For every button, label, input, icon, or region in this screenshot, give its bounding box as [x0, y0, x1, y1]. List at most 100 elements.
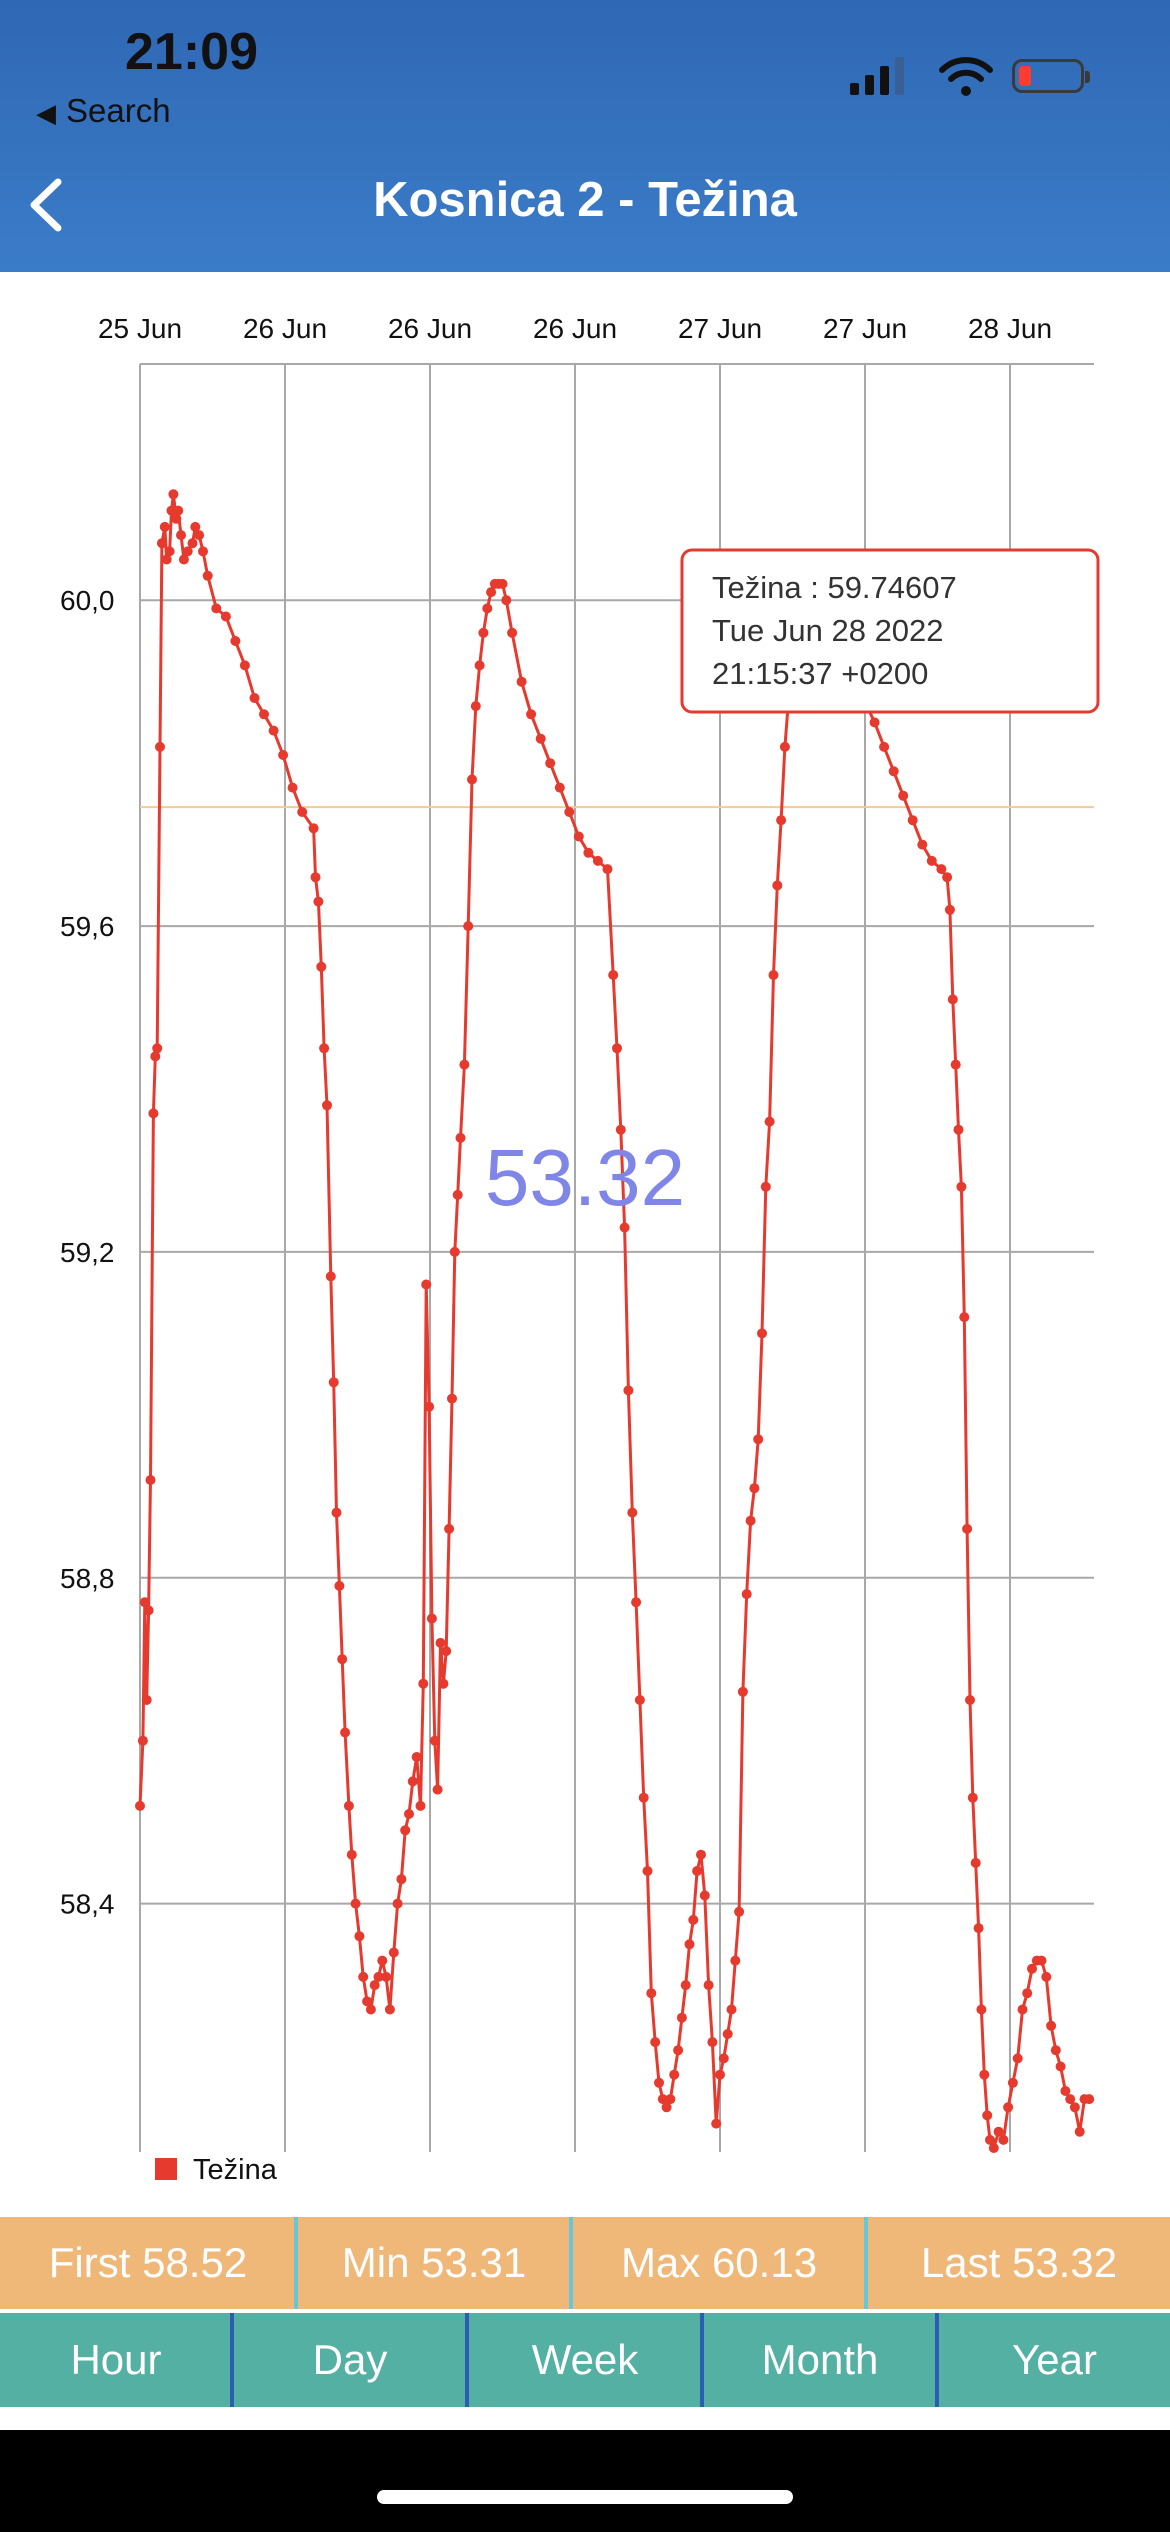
- data-point[interactable]: [942, 872, 953, 883]
- data-point[interactable]: [137, 1735, 148, 1746]
- data-point[interactable]: [631, 1597, 642, 1608]
- tab-month[interactable]: Month: [761, 2336, 879, 2383]
- data-point[interactable]: [1017, 2004, 1028, 2015]
- data-point[interactable]: [1050, 2045, 1061, 2056]
- data-point[interactable]: [669, 2069, 680, 2080]
- data-point[interactable]: [173, 505, 184, 516]
- data-point[interactable]: [452, 1189, 463, 1200]
- data-point[interactable]: [564, 807, 575, 817]
- data-point[interactable]: [343, 1800, 354, 1811]
- data-point[interactable]: [711, 2118, 722, 2129]
- data-point[interactable]: [346, 1849, 357, 1860]
- data-point[interactable]: [1055, 2061, 1066, 2072]
- data-point[interactable]: [421, 1279, 432, 1290]
- data-point[interactable]: [1036, 1955, 1047, 1966]
- data-point[interactable]: [369, 1980, 380, 1991]
- data-point[interactable]: [486, 587, 497, 598]
- data-point[interactable]: [1003, 2102, 1014, 2113]
- data-point[interactable]: [1084, 2094, 1095, 2105]
- data-point[interactable]: [168, 489, 179, 500]
- data-point[interactable]: [993, 2126, 1004, 2137]
- data-point[interactable]: [459, 1059, 470, 1070]
- data-point[interactable]: [418, 1678, 429, 1689]
- data-point[interactable]: [230, 636, 241, 646]
- home-indicator[interactable]: [377, 2490, 793, 2504]
- data-point[interactable]: [979, 2069, 990, 2080]
- data-point[interactable]: [148, 1108, 159, 1119]
- data-point[interactable]: [982, 2110, 993, 2121]
- data-point[interactable]: [362, 1996, 373, 2007]
- data-point[interactable]: [1027, 1963, 1037, 1974]
- data-point[interactable]: [178, 554, 189, 565]
- data-point[interactable]: [507, 627, 518, 638]
- data-point[interactable]: [135, 1800, 145, 1811]
- data-point[interactable]: [482, 603, 493, 614]
- data-point[interactable]: [187, 538, 198, 549]
- data-point[interactable]: [898, 790, 909, 801]
- data-point[interactable]: [354, 1931, 365, 1942]
- data-point[interactable]: [308, 823, 319, 834]
- data-point[interactable]: [404, 1809, 414, 1819]
- data-point[interactable]: [429, 1735, 440, 1746]
- data-point[interactable]: [155, 741, 165, 752]
- data-point[interactable]: [396, 1874, 407, 1885]
- data-point[interactable]: [657, 2094, 668, 2105]
- data-point[interactable]: [381, 1971, 392, 1982]
- data-point[interactable]: [159, 521, 170, 532]
- data-point[interactable]: [676, 2012, 687, 2023]
- data-point[interactable]: [478, 627, 489, 638]
- data-point[interactable]: [684, 1939, 695, 1950]
- data-point[interactable]: [703, 1980, 714, 1991]
- data-point[interactable]: [753, 1434, 764, 1445]
- data-point[interactable]: [141, 1695, 152, 1705]
- data-point[interactable]: [400, 1825, 411, 1836]
- data-point[interactable]: [888, 766, 899, 777]
- data-point[interactable]: [734, 1906, 745, 1917]
- tab-day[interactable]: Day: [312, 2336, 388, 2383]
- weight-line-chart[interactable]: 25 Jun 26 Jun 26 Jun 26 Jun 27 Jun 27 Jun 28 J…: [0, 272, 1170, 2212]
- data-point[interactable]: [608, 970, 619, 980]
- data-point[interactable]: [688, 1914, 699, 1925]
- back-to-app-link[interactable]: ◀ Search: [36, 92, 171, 130]
- data-point[interactable]: [973, 1923, 984, 1934]
- data-point[interactable]: [365, 2004, 376, 2015]
- data-point[interactable]: [449, 1246, 460, 1257]
- data-point[interactable]: [441, 1646, 452, 1657]
- data-point[interactable]: [1012, 2053, 1023, 2064]
- data-point[interactable]: [967, 1792, 978, 1803]
- data-point[interactable]: [998, 2134, 1009, 2145]
- data-point[interactable]: [455, 1132, 466, 1143]
- data-point[interactable]: [535, 733, 546, 744]
- data-point[interactable]: [467, 774, 477, 785]
- data-point[interactable]: [143, 1605, 154, 1616]
- data-point[interactable]: [741, 1589, 752, 1600]
- data-point[interactable]: [156, 538, 167, 549]
- data-point[interactable]: [985, 2134, 995, 2145]
- data-point[interactable]: [965, 1695, 975, 1705]
- data-point[interactable]: [287, 782, 298, 793]
- data-point[interactable]: [623, 1385, 634, 1396]
- data-point[interactable]: [768, 970, 779, 980]
- data-point[interactable]: [612, 1043, 622, 1054]
- data-point[interactable]: [384, 2004, 395, 2015]
- data-point[interactable]: [583, 847, 594, 858]
- data-point[interactable]: [145, 1475, 156, 1485]
- data-point[interactable]: [211, 603, 222, 614]
- data-point[interactable]: [316, 961, 327, 972]
- data-point[interactable]: [328, 1377, 339, 1388]
- data-point[interactable]: [297, 807, 308, 817]
- data-point[interactable]: [726, 2004, 737, 2015]
- data-point[interactable]: [917, 839, 928, 850]
- data-point[interactable]: [334, 1580, 345, 1591]
- data-point[interactable]: [463, 921, 474, 932]
- data-point[interactable]: [474, 660, 485, 671]
- data-point[interactable]: [259, 709, 269, 720]
- data-point[interactable]: [654, 2077, 664, 2088]
- data-point[interactable]: [627, 1507, 638, 1518]
- data-point[interactable]: [358, 1971, 369, 1982]
- data-point[interactable]: [749, 1483, 760, 1494]
- data-point[interactable]: [970, 1857, 981, 1868]
- data-point[interactable]: [673, 2045, 684, 2056]
- data-point[interactable]: [615, 1124, 626, 1135]
- data-point[interactable]: [962, 1523, 973, 1534]
